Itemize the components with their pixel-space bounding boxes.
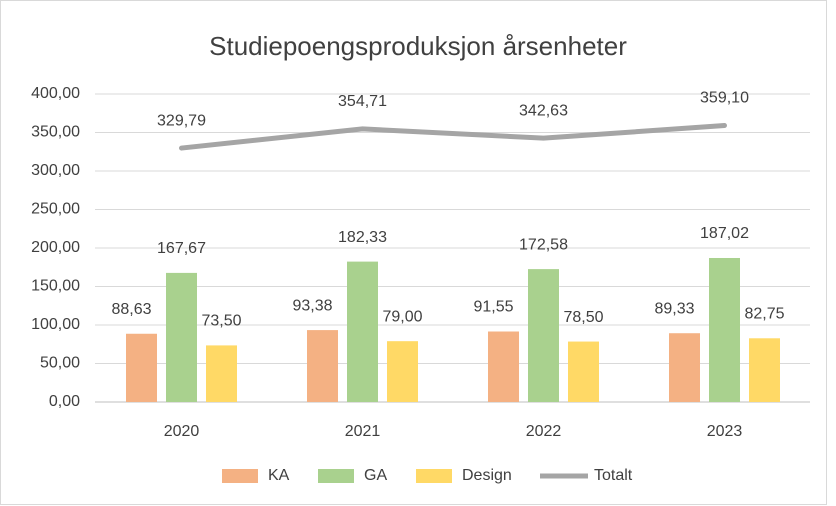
- data-label: 88,63: [111, 301, 151, 318]
- x-tick-label: 2020: [164, 423, 200, 440]
- data-label: 187,02: [700, 225, 749, 242]
- y-tick-label: 250,00: [31, 201, 80, 218]
- x-tick-label: 2021: [345, 423, 381, 440]
- data-label: 329,79: [157, 112, 206, 129]
- chart-title: Studiepoengsproduksjon årsenheter: [209, 31, 627, 61]
- data-label: 73,50: [201, 313, 241, 330]
- y-tick-label: 200,00: [31, 239, 80, 256]
- x-tick-label: 2022: [526, 423, 562, 440]
- data-label: 354,71: [338, 93, 387, 110]
- bar: [528, 269, 559, 402]
- legend-swatch: [416, 469, 452, 483]
- y-tick-label: 400,00: [31, 85, 80, 102]
- y-tick-label: 150,00: [31, 278, 80, 295]
- legend-swatch: [222, 469, 258, 483]
- data-label: 342,63: [519, 102, 568, 119]
- data-label: 82,75: [744, 306, 784, 323]
- legend-swatch: [318, 469, 354, 483]
- bar: [387, 341, 418, 402]
- legend-label: KA: [268, 467, 290, 484]
- y-tick-label: 100,00: [31, 316, 80, 333]
- bar: [347, 261, 378, 402]
- data-label: 182,33: [338, 229, 387, 246]
- bar: [709, 257, 740, 402]
- bar: [166, 272, 197, 402]
- legend-label: GA: [364, 467, 387, 484]
- bar: [749, 338, 780, 402]
- y-tick-label: 350,00: [31, 124, 80, 141]
- bar: [126, 333, 157, 402]
- data-label: 91,55: [473, 299, 513, 316]
- y-tick-label: 50,00: [40, 355, 80, 372]
- legend-label: Design: [462, 467, 512, 484]
- data-label: 93,38: [292, 297, 332, 314]
- bar: [568, 341, 599, 402]
- data-label: 78,50: [563, 309, 603, 326]
- legend-label: Totalt: [594, 467, 633, 484]
- data-label: 89,33: [654, 300, 694, 317]
- bar: [206, 345, 237, 402]
- y-tick-label: 0,00: [49, 393, 80, 410]
- line: [179, 122, 727, 151]
- bar: [307, 330, 338, 402]
- bar: [669, 333, 700, 402]
- data-label: 359,10: [700, 90, 749, 107]
- bar: [488, 331, 519, 402]
- x-tick-label: 2023: [707, 423, 743, 440]
- data-label: 172,58: [519, 236, 568, 253]
- data-label: 79,00: [382, 308, 422, 325]
- data-label: 167,67: [157, 240, 206, 257]
- y-tick-label: 300,00: [31, 162, 80, 179]
